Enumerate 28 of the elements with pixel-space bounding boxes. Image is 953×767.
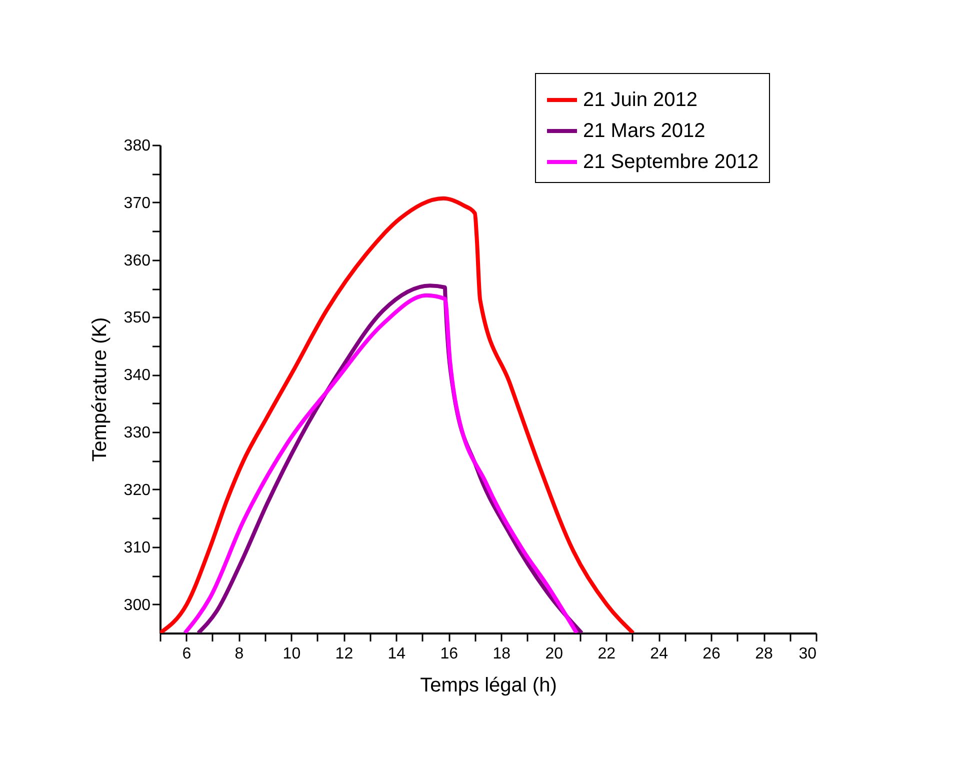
x-tick-label: 22 bbox=[598, 646, 616, 662]
y-tick-label: 380 bbox=[124, 138, 151, 154]
x-tick-label: 10 bbox=[282, 646, 301, 662]
legend-label: 21 Mars 2012 bbox=[583, 120, 706, 142]
y-tick-label: 370 bbox=[124, 194, 151, 212]
y-tick-label: 330 bbox=[124, 424, 151, 442]
y-axis-title: Température (K) bbox=[88, 317, 111, 462]
x-tick-label: 8 bbox=[234, 646, 244, 662]
y-tick-label: 360 bbox=[124, 252, 151, 270]
x-tick-label: 20 bbox=[545, 646, 564, 662]
x-tick-label: 14 bbox=[388, 646, 406, 662]
y-tick-label: 340 bbox=[124, 367, 151, 384]
x-tick-label: 26 bbox=[702, 646, 721, 662]
x-tick-label: 6 bbox=[182, 646, 192, 662]
x-tick-label: 24 bbox=[650, 646, 668, 662]
line-series bbox=[160, 196, 636, 633]
legend-label: 21 Juin 2012 bbox=[583, 89, 698, 111]
x-tick-label: 30 bbox=[798, 646, 817, 662]
y-tick-label: 350 bbox=[124, 310, 151, 327]
x-tick-label: 18 bbox=[492, 646, 511, 662]
y-tick-label: 310 bbox=[124, 539, 151, 556]
x-tick-label: 12 bbox=[335, 646, 354, 662]
legend-label: 21 Septembre 2012 bbox=[583, 151, 759, 173]
x-axis-title: Temps légal (h) bbox=[420, 674, 557, 696]
x-tick-label: 28 bbox=[755, 646, 774, 662]
x-tick-label: 16 bbox=[440, 646, 458, 662]
y-tick-label: 320 bbox=[124, 482, 151, 499]
y-tick-label: 300 bbox=[124, 596, 151, 614]
